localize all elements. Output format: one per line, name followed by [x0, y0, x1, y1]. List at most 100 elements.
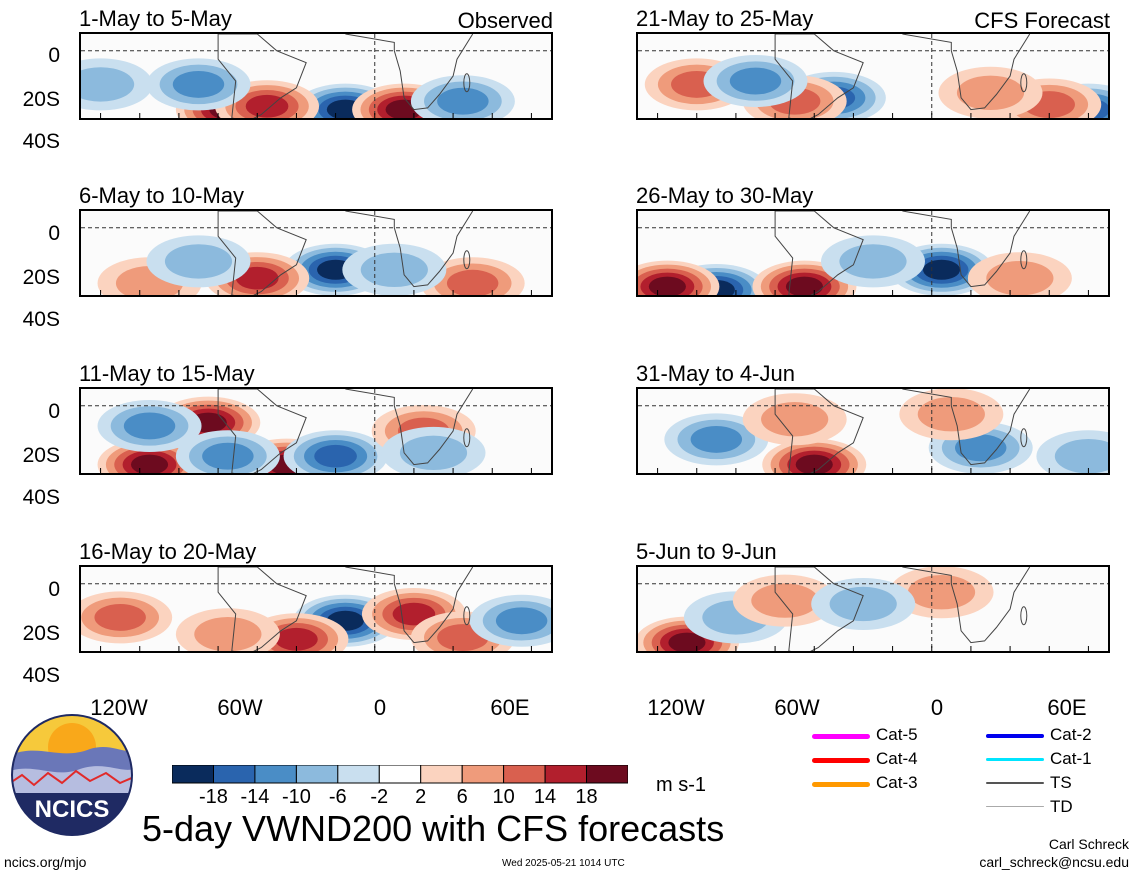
madagascar-outline — [1020, 606, 1028, 626]
colorbar-tick-label: -2 — [370, 786, 389, 808]
panel-5: 21-May to 25-May CFS Forecast — [636, 6, 1110, 122]
legend-label: Cat-2 — [1050, 725, 1092, 744]
anomaly-blob — [410, 75, 515, 118]
author: Carl Schreck — [1048, 836, 1129, 852]
contour-level — [314, 444, 357, 468]
anomaly-blob — [342, 243, 447, 295]
contour-level — [648, 276, 686, 295]
panel-7: 31-May to 4-Jun — [636, 361, 1110, 477]
colorbar-swatch — [295, 765, 339, 784]
colorbar-tick-label: -14 — [240, 786, 270, 808]
madagascar-outline — [463, 250, 471, 270]
panel-title: 1-May to 5-May — [79, 6, 232, 31]
contour-level — [986, 261, 1054, 295]
map-plot — [636, 209, 1110, 297]
map-plot — [79, 32, 553, 120]
colorbar-swatch — [586, 765, 628, 784]
contour-level — [785, 276, 823, 295]
contour-level — [437, 87, 489, 115]
anomaly-blob — [81, 591, 173, 644]
colorbar-swatch — [378, 765, 422, 784]
colorbar-tick-label: 14 — [533, 786, 557, 808]
map-plot — [636, 387, 1110, 475]
contour-level — [839, 244, 907, 279]
anomaly-blob — [175, 608, 280, 651]
colorbar-swatch — [213, 765, 256, 784]
anomaly-blob — [638, 260, 720, 295]
ncics-logo: NCICS — [10, 713, 134, 837]
colorbar-tick-label: 2 — [415, 786, 427, 808]
anomaly-blob — [811, 577, 916, 630]
y-tick-label: 20S — [22, 444, 60, 467]
map-plot — [636, 565, 1110, 653]
anomaly-blob — [899, 389, 1004, 441]
contour-level — [922, 259, 961, 280]
x-tick-label: 120W — [90, 695, 148, 720]
africa-outline — [345, 34, 474, 111]
colorbar-tick-label: 6 — [456, 786, 468, 808]
legend-label: Cat-5 — [876, 725, 918, 744]
anomaly-blob — [175, 430, 280, 473]
legend-label: TD — [1050, 797, 1073, 816]
colorbar-swatch — [503, 765, 546, 784]
x-tick-label: 60W — [774, 695, 820, 720]
contour-level — [729, 67, 782, 95]
colorbar-tick-label: -6 — [328, 786, 347, 808]
contour-level — [202, 442, 254, 470]
colorbar — [172, 765, 628, 784]
madagascar-outline — [463, 73, 471, 93]
colorbar-swatch — [254, 765, 297, 784]
panel-title: 5-Jun to 9-Jun — [636, 539, 777, 564]
contour-level — [399, 435, 468, 471]
contour-level — [446, 269, 499, 295]
contour-level — [795, 454, 833, 473]
x-tick-label: 0 — [930, 695, 944, 720]
contour-level — [751, 583, 819, 618]
anomaly-blob — [967, 252, 1072, 295]
contour-level — [94, 603, 146, 631]
south-america-outline — [217, 34, 307, 118]
contour-level — [495, 607, 548, 635]
x-tick-label: 60E — [1047, 695, 1087, 720]
panel-4: 16-May to 20-May — [79, 539, 553, 655]
panel-title: 11-May to 15-May — [79, 361, 255, 386]
africa-outline — [902, 567, 1031, 644]
y-tick-label: 20S — [22, 266, 60, 289]
africa-outline — [902, 389, 1031, 466]
africa-outline — [345, 211, 474, 288]
contour-level — [81, 67, 135, 102]
y-tick-label: 0 — [48, 400, 60, 423]
anomaly-blob — [1036, 430, 1108, 473]
colorbar-swatch — [420, 765, 463, 784]
panel-title: 16-May to 20-May — [79, 539, 257, 564]
colorbar-swatch — [172, 765, 214, 784]
colorbar-tick-label: 18 — [575, 786, 598, 808]
contour-level — [761, 402, 829, 437]
legend-swatch — [986, 806, 1044, 807]
legend-swatch — [812, 758, 870, 763]
anomaly-blob — [762, 438, 867, 473]
contour-level — [360, 252, 428, 287]
legend-swatch — [986, 758, 1044, 761]
legend-label: Cat-3 — [876, 773, 918, 792]
madagascar-outline — [1020, 428, 1028, 448]
colorbar-tick-label: 10 — [492, 786, 515, 808]
anomaly-blob — [732, 574, 837, 627]
legend-swatch — [812, 782, 870, 787]
madagascar-outline — [463, 606, 471, 626]
y-tick-label: 0 — [48, 578, 60, 601]
south-america-outline — [217, 389, 307, 473]
map-plot — [636, 32, 1110, 120]
colorbar-swatch — [337, 765, 380, 784]
south-america-outline — [774, 567, 864, 651]
anomaly-blob — [146, 58, 251, 111]
contour-level — [172, 70, 225, 98]
forecast-label: CFS Forecast — [974, 8, 1110, 33]
legend-swatch — [986, 734, 1044, 738]
anomaly-blob — [81, 58, 153, 111]
main-title: 5-day VWND200 with CFS forecasts — [142, 808, 725, 849]
anomaly-blob — [97, 399, 202, 452]
x-tick-label: 0 — [373, 695, 387, 720]
legend-label: TS — [1050, 773, 1072, 792]
colorbar-tick-label: -18 — [198, 786, 228, 808]
